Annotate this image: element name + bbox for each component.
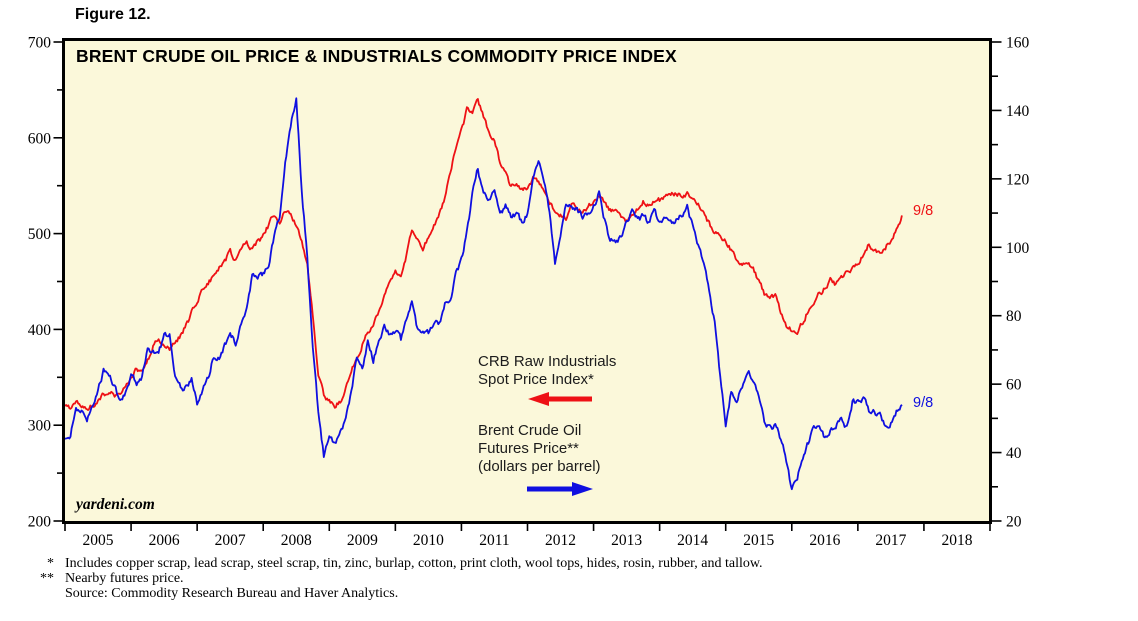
- footnote-marker: **: [40, 571, 54, 586]
- crb-annotation-line2: Spot Price Index*: [478, 371, 594, 388]
- footnote-row: Source: Commodity Research Bureau and Ha…: [0, 586, 1138, 601]
- right-axis: 20 40 60 80 100 120 140 160: [992, 35, 1030, 531]
- svg-text:500: 500: [28, 226, 52, 243]
- footnote-text: Nearby futures price.: [65, 571, 184, 586]
- x-axis: 2005 2006 2007 2008 2009 2010 2011 2012 2013 2014…: [64, 522, 991, 549]
- svg-text:20: 20: [1006, 514, 1022, 531]
- footnote-marker: *: [47, 556, 54, 571]
- crb-annotation-line1: CRB Raw Industrials: [478, 353, 617, 370]
- svg-text:80: 80: [1006, 308, 1022, 325]
- footnote-row: * Includes copper scrap, lead scrap, ste…: [0, 556, 1138, 571]
- watermark: yardeni.com: [76, 496, 155, 513]
- svg-text:2013: 2013: [611, 532, 642, 549]
- svg-text:2007: 2007: [215, 532, 246, 549]
- footnote-text: Includes copper scrap, lead scrap, steel…: [65, 556, 763, 571]
- svg-text:40: 40: [1006, 445, 1022, 462]
- svg-text:2011: 2011: [479, 532, 509, 549]
- footnote-marker: [26, 586, 65, 601]
- svg-text:2012: 2012: [545, 532, 576, 549]
- crb-series-annotation: CRB Raw Industrials Spot Price Index*: [478, 353, 616, 389]
- footnote-text: Source: Commodity Research Bureau and Ha…: [65, 586, 399, 601]
- svg-text:2016: 2016: [809, 532, 840, 549]
- svg-text:2014: 2014: [677, 532, 708, 549]
- svg-text:2005: 2005: [83, 532, 114, 549]
- svg-text:2006: 2006: [149, 532, 180, 549]
- plot-frame: [62, 38, 992, 524]
- svg-text:300: 300: [28, 418, 52, 435]
- brent-annotation-line1: Brent Crude Oil: [478, 422, 582, 439]
- chart-title: BRENT CRUDE OIL PRICE & INDUSTRIALS COMM…: [76, 46, 677, 66]
- brent-end-date-label: 9/8: [913, 395, 934, 411]
- crb-arrow-icon: [528, 392, 592, 406]
- figure-label: Figure 12.: [75, 6, 151, 23]
- svg-text:200: 200: [28, 514, 52, 531]
- svg-text:2017: 2017: [875, 532, 906, 549]
- brent-line: [65, 97, 903, 491]
- svg-text:2008: 2008: [281, 532, 312, 549]
- svg-text:140: 140: [1006, 103, 1030, 120]
- svg-text:120: 120: [1006, 171, 1030, 188]
- footnotes: * Includes copper scrap, lead scrap, ste…: [0, 556, 1138, 601]
- crb-line: [65, 98, 903, 411]
- left-axis: 200 300 400 500 600 700: [28, 35, 63, 531]
- svg-text:60: 60: [1006, 377, 1022, 394]
- crb-end-date-label: 9/8: [913, 203, 934, 219]
- svg-text:160: 160: [1006, 35, 1030, 52]
- svg-text:700: 700: [28, 35, 52, 52]
- brent-arrow-icon: [527, 482, 593, 496]
- svg-text:400: 400: [28, 322, 52, 339]
- brent-annotation-line3: (dollars per barrel): [478, 458, 601, 475]
- svg-text:2015: 2015: [743, 532, 774, 549]
- svg-text:2018: 2018: [941, 532, 972, 549]
- svg-text:2010: 2010: [413, 532, 444, 549]
- brent-series-annotation: Brent Crude Oil Futures Price** (dollars…: [478, 422, 601, 476]
- brent-annotation-line2: Futures Price**: [478, 440, 579, 457]
- svg-text:100: 100: [1006, 240, 1030, 257]
- footnote-row: ** Nearby futures price.: [0, 571, 1138, 586]
- svg-text:600: 600: [28, 130, 52, 147]
- svg-text:2009: 2009: [347, 532, 378, 549]
